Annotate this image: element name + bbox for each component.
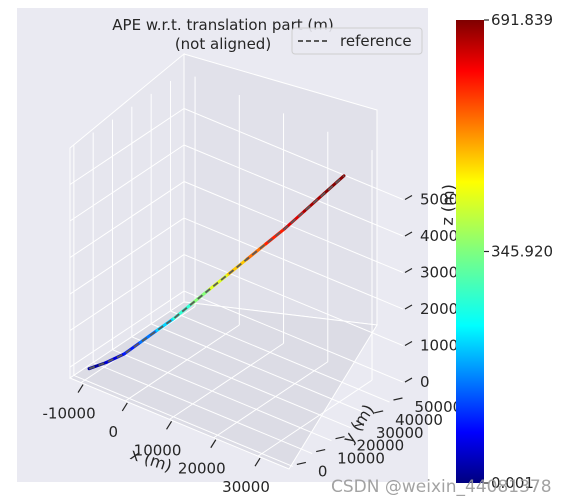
y-tick-label: 50000: [414, 398, 462, 416]
x-tick-mark: [254, 457, 261, 467]
grid-line: [125, 324, 240, 402]
y-tick-mark: [296, 461, 306, 466]
z-tick-mark: [404, 231, 413, 237]
x-tick-label: 20000: [178, 460, 226, 478]
grid-line: [150, 323, 371, 416]
legend-box: [291, 27, 423, 55]
trajectory-group: [87, 174, 346, 371]
grid-line: [69, 144, 185, 222]
grid-line: [183, 254, 404, 347]
watermark: CSDN @weixin_44081378: [331, 477, 552, 497]
grid-line: [257, 379, 373, 457]
colorbar: 0.001 345.920 691.839: [456, 11, 553, 492]
grid-line: [112, 349, 332, 442]
x-tick-mark: [121, 402, 128, 412]
x-tick-mark: [77, 384, 84, 393]
chart-title-line1: APE w.r.t. translation part (m): [112, 16, 333, 34]
pane-group: [68, 52, 378, 470]
x-tick-mark: [166, 421, 173, 430]
x-tick-label: 10000: [134, 441, 182, 459]
y-tick-mark: [316, 448, 326, 453]
y-tick-mark: [354, 423, 364, 427]
y-tick-label: 40000: [395, 411, 443, 429]
y-tick-mark: [335, 436, 345, 440]
grid-line: [183, 290, 404, 383]
grid-line: [73, 374, 294, 467]
colorbar-gradient: [456, 20, 484, 483]
tick-labels: -100000100002000030000010000200003000040…: [42, 191, 467, 497]
y-tick-label: 20000: [357, 437, 405, 455]
grid-line: [69, 108, 185, 185]
x-tick-mark: [210, 439, 217, 449]
colorbar-tick-label: 691.839: [491, 11, 553, 29]
z-tick-mark: [404, 341, 413, 347]
z-tick-mark: [404, 268, 413, 274]
grid-line: [183, 217, 404, 310]
z-tick-label: 40000: [420, 227, 468, 245]
z-tick-label: 10000: [420, 337, 468, 355]
z-tick-mark: [404, 304, 413, 310]
colorbar-ticks: 0.001 345.920 691.839: [484, 11, 553, 492]
grid-line: [69, 290, 185, 368]
colorbar-tick-label: 345.920: [491, 243, 553, 261]
z-tick-label: 50000: [420, 191, 468, 209]
x-tick-label: -10000: [42, 405, 95, 423]
chart-title-line2: (not aligned): [175, 35, 271, 53]
colorbar-tick-label: 0.001: [491, 474, 534, 492]
trajectory-segment: [322, 174, 346, 195]
grid-line: [183, 108, 404, 200]
y-tick-mark: [393, 397, 403, 401]
z-tick-mark: [404, 377, 413, 383]
z-tick-label: 0: [420, 373, 430, 391]
grid-line: [131, 336, 352, 429]
z-axis-label: z (m): [438, 184, 458, 226]
x-tick-label: 30000: [222, 478, 270, 496]
z-tick-label: 20000: [420, 300, 468, 318]
z-tick-label: 30000: [420, 264, 468, 282]
reference-line: [88, 175, 345, 370]
legend-label: reference: [340, 32, 412, 50]
legend: reference: [291, 27, 423, 55]
y-tick-label: 30000: [376, 424, 424, 442]
grid-line: [69, 254, 185, 331]
y-tick-label: 10000: [337, 450, 385, 468]
grid-line: [169, 342, 284, 420]
y-tick-mark: [374, 410, 384, 414]
y-tick-label: 0: [318, 462, 328, 480]
x-tick-label: 0: [109, 423, 119, 441]
grid-line: [69, 181, 185, 258]
grid-line: [92, 362, 313, 455]
grid-line: [183, 181, 404, 273]
grid-line: [170, 310, 390, 403]
grid-line: [69, 217, 185, 295]
grid-line: [183, 144, 404, 237]
grid-line: [213, 361, 329, 439]
z-tick-mark: [404, 194, 413, 201]
